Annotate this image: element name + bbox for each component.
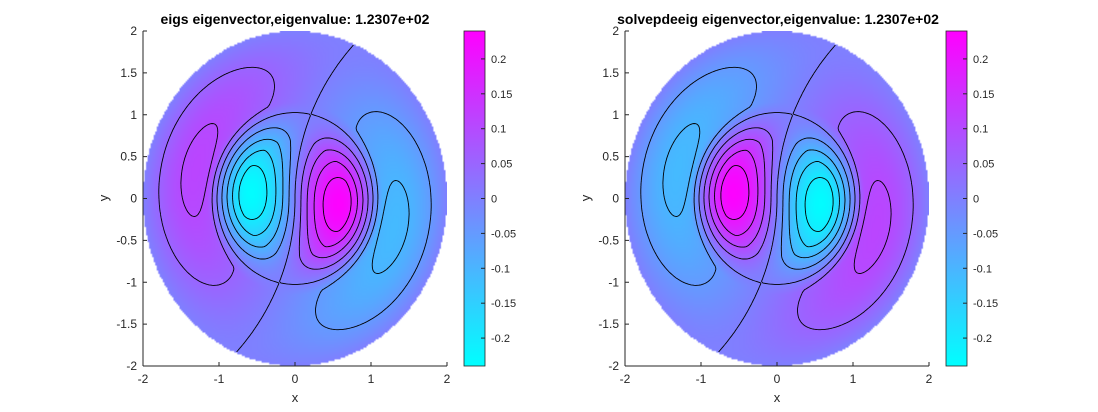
colorbar-tick-label: -0.15	[491, 298, 516, 310]
colorbar-tick-label: 0.15	[491, 89, 512, 101]
plot-title-solvepdeeig: solvepdeeig eigenvector,eigenvalue: 1.23…	[617, 11, 939, 27]
contours-eigs	[158, 44, 432, 353]
contour-line	[216, 44, 374, 353]
colorbar-eigs: -0.2 -0.15 -0.1 -0.05 0 0.05 0.1 0.15 0.2	[463, 30, 516, 367]
colorbar-tick-label: -0.1	[491, 263, 510, 275]
colorbar-tick-label: -0.2	[491, 333, 510, 345]
y-tick-label: 1	[130, 108, 137, 122]
colorbar-tick-label: 0.05	[491, 159, 512, 171]
y-tick-label: 2	[130, 24, 137, 38]
y-tick-label: 0.5	[602, 150, 619, 164]
axes-solvepdeeig: -2 -1 0 1 2 -2 -1.5 -1 -0.5 0 0.5 1 1.5 2	[598, 24, 932, 386]
plot-eigs: eigs eigenvector,eigenvalue: 1.2307e+02 …	[96, 11, 516, 405]
y-tick-label: -1.5	[116, 317, 137, 331]
colorbar-tick-label: 0	[491, 194, 497, 206]
x-tick-label: -2	[138, 372, 149, 386]
y-tick-label: 0	[130, 192, 137, 206]
x-axis-label-eigs: x	[292, 390, 299, 405]
y-tick-label: -0.5	[598, 233, 619, 247]
y-axis-label-solvepdeeig: y	[578, 194, 593, 201]
contour-line	[232, 149, 277, 237]
colorbar-tick-label: -0.05	[973, 228, 998, 240]
colorbar-ticks-eigs: -0.2 -0.15 -0.1 -0.05 0 0.05 0.1 0.15 0.2	[481, 54, 516, 345]
contour-line	[226, 138, 410, 274]
x-tick-label: -1	[214, 372, 225, 386]
colorbar-tick-label: 0	[973, 194, 979, 206]
colorbar-tick-label: -0.05	[491, 228, 516, 240]
surface-solvepdeeig	[625, 31, 929, 366]
colorbar-tick-label: 0.1	[491, 124, 506, 136]
colorbar-tick-label: 0.15	[973, 89, 994, 101]
contour-line	[313, 160, 358, 248]
colorbar-tick-label: 0.05	[973, 159, 994, 171]
contour-line	[714, 149, 759, 237]
y-tick-label: -0.5	[116, 233, 137, 247]
x-tick-label: 1	[850, 372, 857, 386]
y-tick-label: 2	[612, 24, 619, 38]
contour-line	[221, 111, 432, 331]
y-tick-label: -1.5	[598, 317, 619, 331]
contour-line	[720, 165, 750, 220]
contour-line	[322, 177, 352, 232]
axes-eigs: -2 -1 0 1 2 -2 -1.5 -1 -0.5 0 0.5 1 1.5 2	[116, 24, 450, 386]
colorbar-tick-label: -0.15	[973, 298, 998, 310]
contour-line	[640, 66, 851, 286]
x-tick-label: 0	[774, 372, 781, 386]
y-axis-label-eigs: y	[96, 194, 111, 201]
x-tick-label: 0	[292, 372, 299, 386]
x-axis-label-solvepdeeig: x	[774, 390, 781, 405]
contour-line	[804, 177, 834, 232]
colorbar-tick-label: 0.1	[973, 124, 988, 136]
y-tick-label: 0.5	[120, 150, 137, 164]
plot-solvepdeeig: solvepdeeig eigenvector,eigenvalue: 1.23…	[578, 11, 998, 405]
x-tick-label: -2	[620, 372, 631, 386]
contour-line	[238, 165, 268, 220]
colorbar-solvepdeeig: -0.2 -0.15 -0.1 -0.05 0 0.05 0.1 0.15 0.2	[945, 30, 998, 367]
y-tick-label: 0	[612, 192, 619, 206]
contour-line	[180, 123, 364, 259]
y-tick-label: 1	[612, 108, 619, 122]
y-tick-label: -2	[608, 359, 619, 373]
x-tick-label: 2	[444, 372, 451, 386]
colorbar-tick-label: 0.2	[491, 54, 506, 66]
colorbar-tick-label: -0.2	[973, 333, 992, 345]
contours-solvepdeeig	[640, 44, 914, 353]
surface-eigs	[143, 31, 447, 366]
contour-line	[708, 138, 892, 274]
colorbar-tick-label: -0.1	[973, 263, 992, 275]
plot-title-eigs: eigs eigenvector,eigenvalue: 1.2307e+02	[161, 11, 430, 27]
y-tick-label: 1.5	[120, 66, 137, 80]
contour-line	[158, 66, 369, 286]
y-tick-label: -2	[126, 359, 137, 373]
contour-line	[795, 160, 840, 248]
x-tick-label: -1	[696, 372, 707, 386]
y-tick-label: -1	[126, 275, 137, 289]
colorbar-tick-label: 0.2	[973, 54, 988, 66]
y-tick-label: 1.5	[602, 66, 619, 80]
x-tick-label: 2	[926, 372, 933, 386]
colorbar-ticks-solvepdeeig: -0.2 -0.15 -0.1 -0.05 0 0.05 0.1 0.15 0.2	[963, 54, 998, 345]
y-tick-label: -1	[608, 275, 619, 289]
contour-line	[703, 111, 914, 331]
contour-line	[698, 44, 856, 353]
contour-line	[662, 123, 846, 259]
x-tick-label: 1	[368, 372, 375, 386]
